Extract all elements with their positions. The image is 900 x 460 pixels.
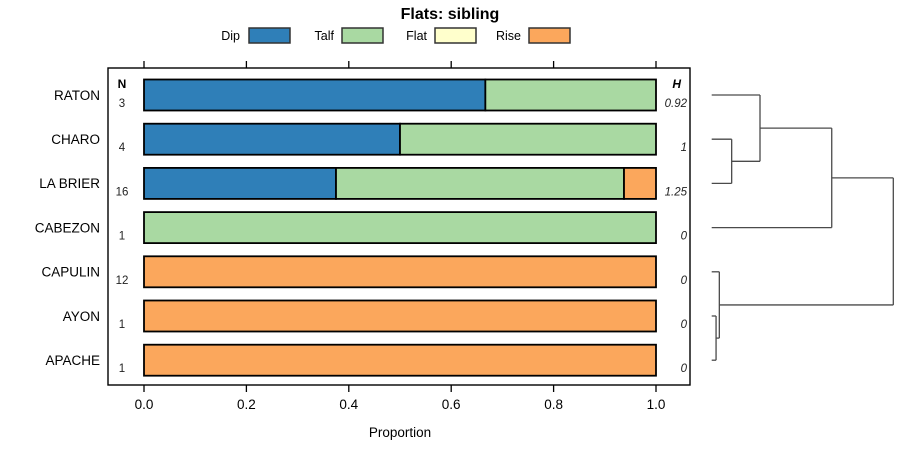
n-value: 1	[119, 231, 125, 243]
n-value: 16	[116, 186, 129, 198]
bar-segment	[623, 166, 657, 200]
bar-segment	[143, 343, 657, 377]
legend-label: Rise	[496, 29, 521, 43]
x-tick-label: 1.0	[647, 397, 666, 412]
bar-segment	[399, 122, 657, 156]
n-value: 4	[119, 142, 126, 154]
category-label: LA BRIER	[39, 176, 100, 191]
category-label: CHARO	[51, 132, 100, 147]
h-value: 1	[681, 142, 687, 154]
x-tick-label: 0.8	[544, 397, 563, 412]
h-value: 0	[681, 319, 688, 331]
bar-segment	[143, 166, 337, 200]
x-tick-label: 0.6	[442, 397, 461, 412]
h-value: 0	[681, 363, 688, 375]
n-value: 12	[116, 275, 129, 287]
bar-segment	[143, 78, 487, 112]
category-label: CABEZON	[35, 220, 100, 235]
bar-segment	[143, 122, 401, 156]
legend-label: Flat	[406, 29, 427, 43]
bar-segment	[335, 166, 625, 200]
chart-title: Flats: sibling	[400, 6, 500, 23]
category-label: CAPULIN	[41, 265, 100, 280]
n-value: 3	[119, 98, 125, 110]
h-value: 0	[681, 275, 688, 287]
category-label: AYON	[63, 309, 100, 324]
category-label: RATON	[54, 88, 100, 103]
h-column-header: H	[672, 77, 681, 91]
h-value: 0	[681, 231, 688, 243]
n-column-header: N	[118, 77, 127, 91]
n-value: 1	[119, 363, 125, 375]
bar-segment	[143, 255, 657, 289]
x-tick-label: 0.0	[135, 397, 154, 412]
x-tick-label: 0.2	[237, 397, 256, 412]
legend-label: Talf	[315, 29, 335, 43]
legend-swatch	[434, 27, 477, 44]
legend-swatch	[341, 27, 384, 44]
legend-swatch	[528, 27, 571, 44]
n-value: 1	[119, 319, 125, 331]
h-value: 1.25	[665, 186, 688, 198]
legend-swatch	[248, 27, 291, 44]
plot-frame	[107, 67, 691, 386]
category-label: APACHE	[45, 353, 100, 368]
x-tick-label: 0.4	[339, 397, 358, 412]
bar-segment	[143, 299, 657, 333]
x-axis-title: Proportion	[369, 425, 431, 440]
bar-segment	[484, 78, 657, 112]
h-value: 0.92	[665, 98, 688, 110]
legend-label: Dip	[221, 29, 240, 43]
bar-segment	[143, 211, 657, 245]
